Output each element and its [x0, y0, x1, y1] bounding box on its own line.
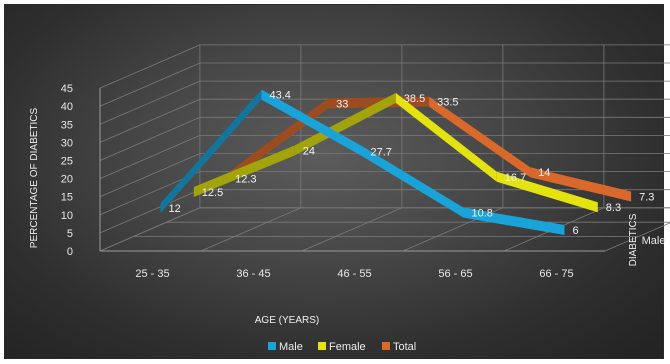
y-tick-label: 10: [61, 210, 73, 222]
label-layer: 12 43.4 27.7 10.8 6 12.5 24 38.5 16.7 8.3 12.3 33 33…: [168, 90, 654, 237]
y-tick-label: 0: [67, 246, 73, 258]
floor-gridline: [99, 207, 201, 252]
line-segment-total: [429, 96, 531, 178]
y-tick-label: 15: [61, 192, 73, 204]
data-label-female: 16.7: [505, 172, 526, 184]
x-tick-label: 36 - 45: [236, 268, 270, 280]
line-segment-total: [530, 167, 632, 202]
floor-gridline: [604, 222, 670, 252]
side-wall-gridline: [99, 80, 201, 125]
data-label-female: 8.3: [606, 202, 621, 214]
series-male: [160, 89, 565, 235]
side-wall-gridline: [99, 98, 201, 143]
y-tick-label: 30: [61, 137, 73, 149]
line-segment-male: [463, 207, 565, 235]
side-wall-gridline: [99, 135, 201, 179]
depth-axis-title: DIABETICS: [628, 213, 639, 266]
legend: Male Female Total: [268, 341, 416, 353]
data-label-male: 27.7: [370, 146, 391, 158]
line-segment-female: [395, 92, 497, 182]
y-axis-title: PERCENTAGE OF DIABETICS: [29, 107, 40, 248]
line-segment-female: [496, 171, 598, 213]
data-label-female: 12.5: [202, 187, 223, 199]
legend-swatch-male: [268, 342, 276, 350]
side-wall-gridline: [99, 44, 201, 89]
line-segment-male: [160, 89, 262, 214]
floor-gridline: [301, 207, 403, 252]
depth-tick-label: Male: [642, 235, 666, 247]
line-segment-male: [261, 89, 363, 157]
line-segment-male: [362, 146, 464, 218]
data-label-male: 43.4: [269, 90, 290, 102]
data-label-female: 38.5: [404, 93, 425, 105]
legend-label-total: Total: [393, 341, 416, 353]
y-tick-label: 45: [61, 83, 73, 95]
y-tick-label: 40: [61, 101, 73, 113]
line-segment-female: [193, 145, 295, 197]
data-label-total: 12.3: [235, 173, 256, 185]
y-tick-label: 35: [61, 119, 73, 131]
side-wall-gridline: [99, 116, 201, 161]
x-tick-label: 56 - 65: [438, 268, 472, 280]
y-tick-label: 20: [61, 174, 73, 186]
x-tick-label: 46 - 55: [337, 268, 371, 280]
floor-gridline: [200, 207, 302, 252]
x-tick-label: 66 - 75: [539, 268, 573, 280]
axis-layer: 0 5 10 15 20 25 30 35 40 45 25 - 35 36 - 45 46 - 55 5…: [61, 83, 666, 280]
y-tick-label: 25: [61, 156, 73, 168]
side-wall-gridline: [99, 62, 201, 107]
series-female: [193, 92, 598, 213]
data-label-total: 7.3: [639, 191, 654, 203]
line-segment-female: [294, 92, 396, 156]
x-tick-label: 25 - 35: [135, 268, 169, 280]
data-label-female: 24: [303, 145, 315, 157]
x-axis-title: AGE (YEARS): [255, 315, 319, 326]
side-wall-gridline: [99, 153, 201, 198]
legend-swatch-total: [382, 342, 390, 350]
legend-swatch-female: [318, 342, 326, 350]
data-label-male: 12: [168, 203, 180, 215]
data-label-male: 6: [572, 225, 578, 237]
data-label-total: 33: [336, 98, 348, 110]
data-label-total: 33.5: [437, 97, 458, 109]
series-layer: [160, 89, 632, 235]
data-label-male: 10.8: [471, 208, 492, 220]
legend-label-male: Male: [279, 341, 303, 353]
y-tick-label: 5: [67, 228, 73, 240]
side-wall-gridline: [99, 189, 201, 234]
data-label-total: 14: [538, 167, 550, 179]
legend-label-female: Female: [329, 341, 366, 353]
